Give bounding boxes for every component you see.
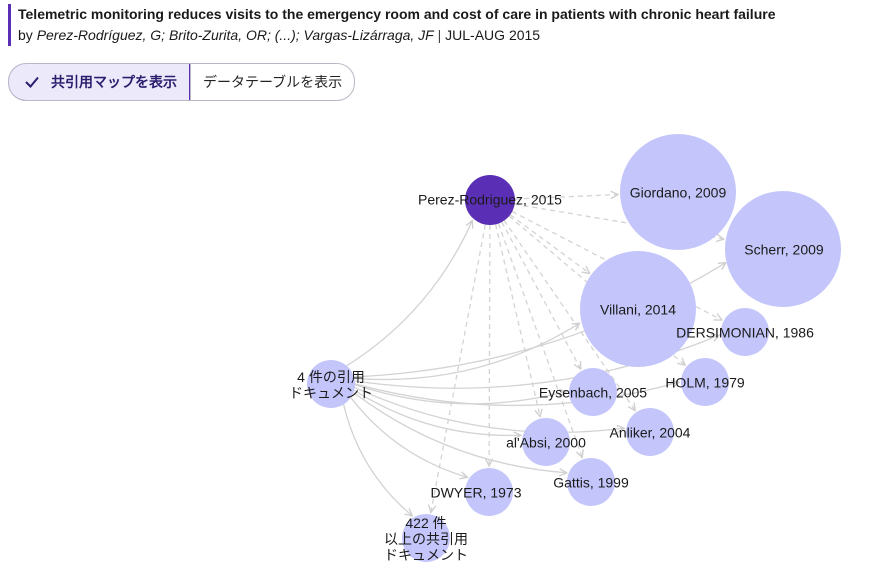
article-byline: by Perez-Rodríguez, G; Brito-Zurita, OR;… [18,24,775,46]
cited-node[interactable] [681,358,729,406]
cited-node[interactable] [725,191,841,307]
show-cocitation-map-label: 共引用マップを表示 [51,74,177,90]
cited-node[interactable] [721,308,769,356]
cited-node[interactable] [522,418,570,466]
cited-node-label: Anliker, 2004 [610,425,691,441]
view-toggle: 共引用マップを表示 データテーブルを表示 [8,63,356,101]
cited-node-label: DERSIMONIAN, 1986 [676,325,814,341]
focal-article-label: Perez-Rodriguez, 2015 [418,192,562,208]
citation-edge [354,384,567,405]
cocitation-edge [503,220,635,411]
cocitation-edge [497,223,582,458]
article-title[interactable]: Telemetric monitoring reduces visits to … [18,6,776,22]
cited-node-label: DWYER, 1973 [430,485,521,501]
cited-node[interactable] [626,408,674,456]
cocitation-edge [495,224,541,416]
cited-node-label: Gattis, 1999 [553,475,629,491]
cited-node-label: HOLM, 1979 [665,375,745,391]
cited-node-label: Giordano, 2009 [630,185,727,201]
focal-article-node[interactable] [465,175,515,225]
document-group-node[interactable] [307,360,355,408]
cited-node[interactable] [465,468,513,516]
citation-edge [354,386,625,433]
article-header: Telemetric monitoring reduces visits to … [8,4,775,46]
document-group-label: 422 件以上の共引用ドキュメント [384,515,468,563]
citation-edge [354,382,679,407]
cited-node[interactable] [569,368,617,416]
citation-edge [350,397,468,478]
document-group-node[interactable] [402,514,450,562]
citation-edge [354,323,579,381]
citation-edge [353,389,521,435]
citation-edge [353,391,566,472]
cited-node[interactable] [567,458,615,506]
cocitation-edge [431,224,486,513]
cited-node-label: al'Absi, 2000 [506,435,586,451]
checkmark-icon [25,76,39,88]
cited-node-label: Villani, 2014 [600,302,676,318]
cocitation-edge [489,224,490,466]
cocitation-edge [501,221,581,369]
byline-separator: | [437,27,442,43]
cited-node-label: Scherr, 2009 [744,242,824,258]
cited-node-label: Eysenbach, 2005 [539,385,647,401]
citation-edge [346,220,473,367]
cited-node[interactable] [580,251,696,367]
article-authors: Perez-Rodríguez, G; Brito-Zurita, OR; (.… [36,27,434,43]
show-cocitation-map-button[interactable]: 共引用マップを表示 [9,64,190,100]
show-data-table-label: データテーブルを表示 [203,74,343,90]
citation-edge [342,404,413,515]
cited-node[interactable] [620,134,736,250]
cocitation-edge [514,195,618,200]
document-group-label: 4 件の引用ドキュメント [289,369,373,401]
publication-date: JUL-AUG 2015 [445,27,541,43]
show-data-table-button[interactable]: データテーブルを表示 [190,64,354,100]
by-label: by [18,27,33,43]
cocitation-edge [509,214,590,274]
